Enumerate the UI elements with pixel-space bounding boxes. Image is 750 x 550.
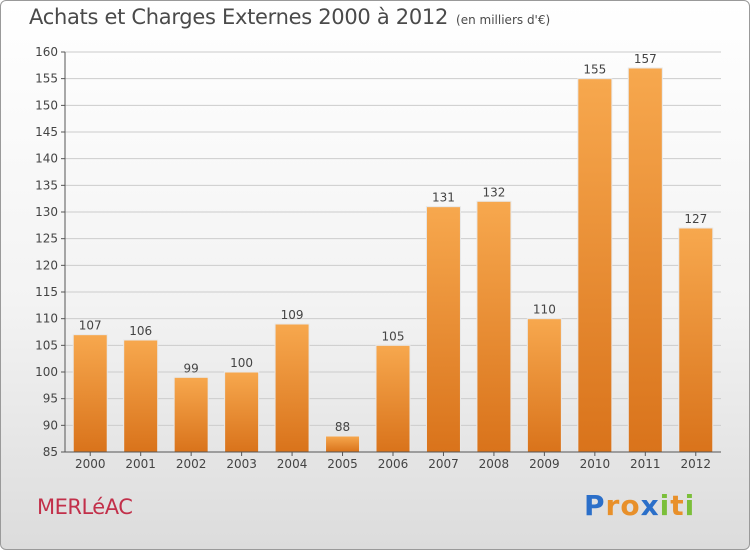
bar bbox=[425, 206, 461, 453]
data-label: 132 bbox=[482, 185, 505, 199]
x-tick-label: 2001 bbox=[125, 457, 156, 471]
data-label: 107 bbox=[79, 319, 102, 333]
y-tick-label: 105 bbox=[35, 338, 58, 352]
x-tick-label: 2005 bbox=[327, 457, 358, 471]
y-tick-label: 120 bbox=[35, 258, 58, 272]
y-tick-label: 150 bbox=[35, 98, 58, 112]
logo-letter: r bbox=[605, 489, 621, 522]
x-tick-label: 2012 bbox=[680, 457, 711, 471]
data-label: 155 bbox=[583, 63, 606, 77]
y-tick-label: 115 bbox=[35, 285, 58, 299]
data-label: 110 bbox=[533, 303, 556, 317]
y-tick-label: 130 bbox=[35, 205, 58, 219]
data-label: 109 bbox=[281, 308, 304, 322]
bar bbox=[577, 78, 613, 453]
y-tick-label: 100 bbox=[35, 365, 58, 379]
data-label: 106 bbox=[129, 324, 152, 338]
x-tick-label: 2002 bbox=[176, 457, 207, 471]
data-label: 127 bbox=[684, 212, 707, 226]
bar bbox=[173, 376, 209, 453]
chart-title: Achats et Charges Externes 2000 à 2012 (e… bbox=[29, 5, 550, 29]
x-ticks: 2000 2001 2002 2003 2004 2005 2006 2007 2008 2009… bbox=[75, 452, 711, 471]
logo-letter: x bbox=[640, 489, 660, 522]
y-ticks: 85 90 95 100 105 110 115 120 125 130 135 140 145 150 1… bbox=[35, 45, 65, 459]
x-tick-label: 2003 bbox=[226, 457, 257, 471]
bar bbox=[375, 344, 411, 453]
x-tick-label: 2007 bbox=[428, 457, 459, 471]
y-tick-label: 155 bbox=[35, 72, 58, 86]
bar bbox=[678, 227, 714, 453]
x-tick-label: 2011 bbox=[630, 457, 661, 471]
y-tick-label: 125 bbox=[35, 232, 58, 246]
bar bbox=[72, 334, 108, 453]
y-tick-label: 135 bbox=[35, 178, 58, 192]
y-tick-label: 85 bbox=[43, 445, 58, 459]
y-tick-label: 110 bbox=[35, 312, 58, 326]
data-label: 157 bbox=[634, 52, 657, 66]
data-label: 131 bbox=[432, 191, 455, 205]
x-tick-label: 2000 bbox=[75, 457, 106, 471]
data-label: 100 bbox=[230, 356, 253, 370]
bar bbox=[476, 200, 512, 453]
commune-name: MERLéAC bbox=[37, 495, 133, 519]
y-tick-label: 140 bbox=[35, 152, 58, 166]
chart-unit: (en milliers d'€) bbox=[456, 13, 551, 27]
bar bbox=[627, 67, 663, 453]
proxiti-logo[interactable]: Proxiti bbox=[584, 489, 695, 522]
x-tick-label: 2010 bbox=[580, 457, 611, 471]
bar bbox=[325, 435, 361, 453]
x-tick-label: 2008 bbox=[479, 457, 510, 471]
logo-letter: i bbox=[659, 489, 671, 522]
y-tick-label: 160 bbox=[35, 45, 58, 59]
data-label: 88 bbox=[335, 420, 350, 434]
logo-letter: t bbox=[670, 489, 685, 522]
y-tick-label: 145 bbox=[35, 125, 58, 139]
data-labels: 107 106 99 100 109 88 105 131 132 110 155 157 127 bbox=[79, 52, 707, 434]
bar bbox=[274, 323, 310, 453]
y-tick-label: 90 bbox=[43, 418, 58, 432]
bar bbox=[123, 339, 159, 453]
bar bbox=[526, 318, 562, 453]
chart-title-text: Achats et Charges Externes 2000 à 2012 bbox=[29, 5, 449, 29]
x-tick-label: 2009 bbox=[529, 457, 560, 471]
logo-letter: P bbox=[584, 489, 606, 522]
y-tick-label: 95 bbox=[43, 392, 58, 406]
data-label: 99 bbox=[184, 361, 199, 375]
logo-letter: i bbox=[684, 489, 696, 522]
data-label: 105 bbox=[382, 329, 405, 343]
x-tick-label: 2006 bbox=[378, 457, 409, 471]
x-tick-label: 2004 bbox=[277, 457, 308, 471]
logo-letter: o bbox=[620, 489, 641, 522]
bar bbox=[224, 371, 260, 453]
bars bbox=[72, 67, 714, 453]
